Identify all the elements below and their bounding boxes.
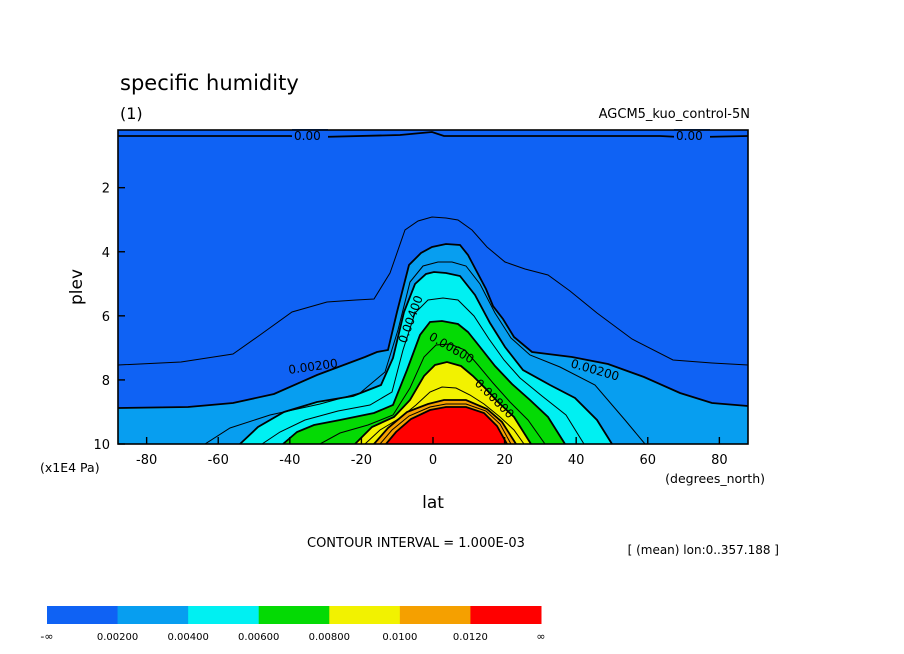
x-tick-label: 0 [429, 453, 437, 468]
y-tick-label: 6 [102, 310, 110, 325]
dataset-label: AGCM5_kuo_control-5N [599, 107, 750, 122]
y-tick-label: 8 [102, 374, 110, 389]
contour-line-0.002 [118, 243, 748, 409]
x-axis-units: (degrees_north) [665, 471, 765, 486]
y-axis: 2 4 6 8 10 [93, 182, 125, 453]
contour-line-0.005 [261, 297, 585, 444]
chart-title: specific humidity [120, 71, 299, 95]
x-tick-label: 20 [496, 453, 513, 468]
contour-line-0.011 [379, 403, 512, 444]
y-axis-title: plev [67, 269, 87, 305]
contour-line-0.003 [204, 261, 646, 444]
chart-subtitle: (1) [120, 104, 143, 123]
contour-interval-label: CONTOUR INTERVAL = 1.000E-03 [307, 536, 525, 551]
y-tick-label: 4 [102, 246, 110, 261]
contour-line-0.006 [282, 320, 566, 444]
x-tick-label: -40 [279, 453, 300, 468]
colorbar-label: ∞ [536, 630, 545, 643]
colorbar-swatch [329, 606, 401, 624]
colorbar-swatch [470, 606, 542, 624]
x-tick-label: -60 [208, 453, 229, 468]
contour-line-0.008 [354, 361, 532, 444]
colorbar-label: 0.0100 [382, 632, 417, 643]
colorbar-label: 0.00200 [97, 632, 138, 643]
colorbar-swatch [258, 606, 330, 624]
colorbar-label: 0.00800 [309, 632, 350, 643]
inline-label-0.00-right: 0.00 [676, 129, 703, 143]
colorbar-label: 0.00600 [238, 632, 279, 643]
y-axis-units: (x1E4 Pa) [40, 460, 100, 475]
x-tick-label: -80 [136, 453, 157, 468]
x-axis: -80 -60 -40 -20 0 20 40 60 80 [136, 437, 728, 468]
contour-line-0.012 [385, 406, 508, 444]
contour-fill-group [118, 130, 748, 444]
colorbar-label: 0.00400 [167, 632, 208, 643]
mean-note: [ (mean) lon:0..357.188 ] [628, 543, 779, 557]
contour-line-0.001 [118, 216, 748, 366]
y-tick-label: 2 [102, 182, 110, 197]
y-tick-label: 10 [93, 438, 110, 453]
colorbar-swatch [47, 606, 119, 624]
colorbar-swatch [188, 606, 260, 624]
colorbar-swatch [399, 606, 471, 624]
fill-band-0.012 [386, 407, 507, 444]
contour-line-0.007 [319, 343, 546, 444]
inline-label-0.00200-left: 0.00200 [287, 356, 338, 377]
x-tick-label: 80 [711, 453, 728, 468]
x-tick-label: 40 [568, 453, 585, 468]
colorbar-label: -∞ [40, 630, 53, 643]
x-tick-label: -20 [351, 453, 372, 468]
colorbar: -∞ 0.00200 0.00400 0.00600 0.00800 0.0100 0.01… [40, 606, 546, 643]
contour-line-0.010 [373, 399, 517, 444]
colorbar-swatch [117, 606, 189, 624]
x-tick-label: 60 [639, 453, 656, 468]
colorbar-label: 0.0120 [453, 632, 488, 643]
x-axis-title: lat [422, 493, 444, 513]
contour-line-0.004 [239, 271, 613, 444]
inline-label-0.00-left: 0.00 [294, 129, 321, 143]
